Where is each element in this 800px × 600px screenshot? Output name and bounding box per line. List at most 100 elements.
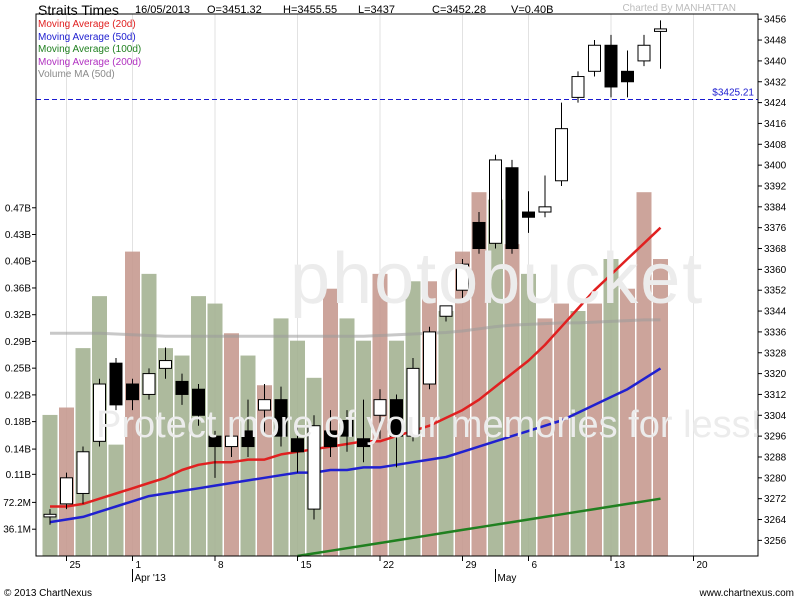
price-tick-label: 3384 bbox=[764, 202, 787, 213]
candle-body bbox=[43, 513, 57, 518]
reference-line-label: $3425.21 bbox=[712, 87, 754, 98]
price-tick-label: 3344 bbox=[764, 307, 787, 318]
volume-bar bbox=[603, 259, 619, 556]
legend-ma20: Moving Average (20d) bbox=[38, 19, 136, 30]
candle-body bbox=[241, 430, 255, 448]
volume-tick-label: 0.22B bbox=[5, 390, 31, 401]
candle-body bbox=[373, 399, 387, 416]
volume-bar bbox=[521, 273, 536, 556]
price-tick-label: 3440 bbox=[764, 56, 787, 67]
x-tick-label: 13 bbox=[614, 560, 626, 571]
price-tick-label: 3312 bbox=[764, 390, 787, 401]
candle-body bbox=[637, 44, 651, 62]
date-value: 16/05/2013 bbox=[135, 4, 191, 16]
watermark-logo: photobucket bbox=[290, 239, 705, 319]
candle-body bbox=[390, 399, 403, 437]
x-tick-label: 1 bbox=[136, 560, 142, 571]
axes-layer: 3256 3264 3272 3280 3288 3296 3304 3312 3320 3328… bbox=[3, 13, 787, 584]
x-tick-label: 25 bbox=[70, 560, 82, 571]
volume-tick-label: 0.18B bbox=[5, 417, 31, 428]
chart-title: Straits Times bbox=[38, 2, 119, 18]
candle-body bbox=[406, 367, 420, 437]
candle-body bbox=[654, 28, 667, 32]
close-value: C=3452.28 bbox=[432, 4, 487, 16]
volume-bar bbox=[554, 303, 569, 556]
candle-body bbox=[274, 399, 288, 437]
plot-frame bbox=[35, 13, 759, 557]
volume-bar bbox=[174, 355, 190, 556]
volume-bar bbox=[455, 251, 470, 556]
candle-body bbox=[60, 477, 73, 505]
candle-body bbox=[588, 44, 601, 72]
price-tick-label: 3320 bbox=[764, 369, 787, 380]
price-tick-label: 3400 bbox=[764, 161, 787, 172]
candle-body bbox=[175, 380, 189, 395]
legend: Moving Average (20d) Moving Average (50d… bbox=[38, 19, 141, 82]
volume-tick-label: 0.47B bbox=[5, 203, 31, 214]
volume-bar bbox=[191, 296, 206, 556]
price-tick-label: 3296 bbox=[764, 432, 787, 443]
candle-body bbox=[538, 206, 552, 213]
candlestick-layer bbox=[43, 20, 667, 525]
candle-body bbox=[324, 430, 337, 448]
watermark-text: Protect more of your memories for less! bbox=[96, 404, 762, 446]
price-tick-label: 3264 bbox=[764, 515, 787, 526]
series-line bbox=[297, 497, 661, 558]
x-tick-label: 22 bbox=[383, 560, 395, 571]
moving-average-layer bbox=[49, 226, 662, 558]
candle-body bbox=[291, 438, 304, 453]
candle-body bbox=[604, 44, 618, 88]
site-url-label: www.chartnexus.com bbox=[699, 588, 794, 599]
x-tick-label: 29 bbox=[466, 560, 478, 571]
candle-body bbox=[109, 362, 123, 406]
candle-body bbox=[93, 383, 106, 442]
candle-body bbox=[208, 435, 222, 448]
open-value: O=3451.32 bbox=[207, 4, 262, 16]
volume-tick-label: 0.40B bbox=[5, 257, 31, 268]
volume-ma-layer bbox=[50, 318, 661, 338]
price-tick-label: 3288 bbox=[764, 452, 787, 463]
volume-tick-label: 0.29B bbox=[5, 337, 31, 348]
volume-bar bbox=[587, 303, 602, 556]
x-tick-label: 15 bbox=[301, 560, 313, 571]
legend-ma200: Moving Average (200d) bbox=[38, 56, 142, 68]
candle-body bbox=[571, 76, 585, 98]
price-tick-label: 3360 bbox=[764, 265, 787, 276]
high-value: H=3455.55 bbox=[283, 4, 338, 16]
volume-tick-label: 72.2M bbox=[3, 498, 31, 509]
candle-body bbox=[489, 159, 502, 244]
volume-bar bbox=[42, 414, 58, 556]
volume-tick-label: 36.1M bbox=[3, 525, 31, 536]
month-label: Apr '13 bbox=[135, 573, 167, 584]
price-tick-label: 3376 bbox=[764, 223, 787, 234]
volume-tick-label: 0.14B bbox=[5, 445, 31, 456]
price-tick-label: 3272 bbox=[764, 494, 787, 505]
price-tick-label: 3456 bbox=[764, 15, 787, 26]
series-line bbox=[49, 367, 662, 524]
volume-value: V=0.40B bbox=[511, 4, 554, 16]
price-tick-label: 3352 bbox=[764, 286, 787, 297]
candle-body bbox=[621, 70, 634, 83]
legend-ma100: Moving Average (100d) bbox=[38, 44, 142, 55]
x-tick-label: 8 bbox=[218, 560, 224, 571]
price-tick-label: 3304 bbox=[764, 411, 787, 422]
volume-bar bbox=[570, 310, 586, 556]
price-tick-label: 3416 bbox=[764, 119, 787, 130]
price-tick-label: 3432 bbox=[764, 77, 787, 88]
candle-body bbox=[340, 420, 354, 437]
volume-tick-label: 0.25B bbox=[5, 364, 31, 375]
volume-bar bbox=[158, 348, 173, 556]
volume-bar bbox=[636, 192, 652, 557]
copyright-label: © 2013 ChartNexus bbox=[4, 588, 92, 599]
volume-tick-label: 0.11B bbox=[6, 470, 32, 481]
reference-line-layer: $3425.21 bbox=[36, 87, 758, 100]
price-tick-label: 3408 bbox=[764, 140, 787, 151]
price-tick-label: 3448 bbox=[764, 36, 787, 47]
candle-body bbox=[225, 435, 238, 448]
candle-body bbox=[192, 388, 205, 416]
low-value: L=3437 bbox=[358, 4, 396, 16]
volume-bar bbox=[620, 288, 635, 556]
volume-tick-label: 0.32B bbox=[5, 310, 31, 321]
candle-body bbox=[126, 383, 139, 401]
